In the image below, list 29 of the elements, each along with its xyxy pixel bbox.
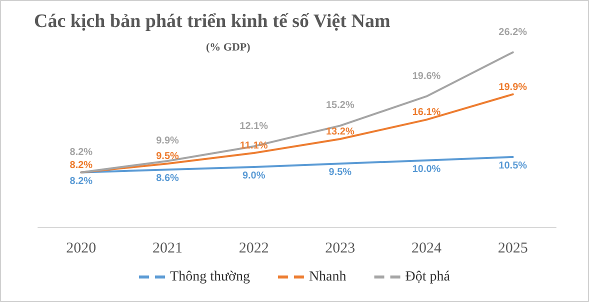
data-label: 9.9% (156, 136, 180, 146)
data-label: 9.0% (242, 170, 266, 182)
x-tick-label: 2025 (498, 240, 528, 256)
x-tick-label: 2023 (325, 240, 356, 256)
legend-label: Đột phá (405, 270, 451, 284)
x-tick-label: 2022 (238, 240, 269, 256)
x-tick-label: 2021 (152, 240, 182, 256)
data-label: 10.0% (412, 164, 441, 175)
legend-label: Thông thường (170, 270, 250, 284)
data-label: 11.1% (240, 140, 268, 152)
data-label: 13.2% (326, 126, 354, 138)
data-label: 8.6% (156, 173, 180, 184)
chart-title: Các kịch bản phát triển kinh tế số Việt Nam (34, 11, 390, 32)
data-label: 9.5% (156, 151, 180, 162)
data-label: 8.2% (70, 176, 93, 187)
data-label: 8.2% (70, 160, 93, 171)
data-label: 19.6% (412, 70, 441, 82)
data-label: 12.1% (240, 120, 268, 132)
chart-subtitle: (% GDP) (206, 42, 251, 54)
legend-label: Nhanh (308, 270, 346, 284)
x-tick-label: 2024 (412, 240, 442, 256)
data-label: 19.9% (498, 82, 528, 93)
data-label: 16.1% (412, 107, 441, 118)
data-label: 26.2% (498, 26, 528, 38)
data-label: 8.2% (70, 146, 93, 158)
data-label: 10.5% (498, 160, 528, 172)
x-tick-label: 2020 (66, 240, 96, 256)
data-label: 15.2% (326, 100, 354, 112)
data-label: 9.5% (328, 167, 352, 178)
